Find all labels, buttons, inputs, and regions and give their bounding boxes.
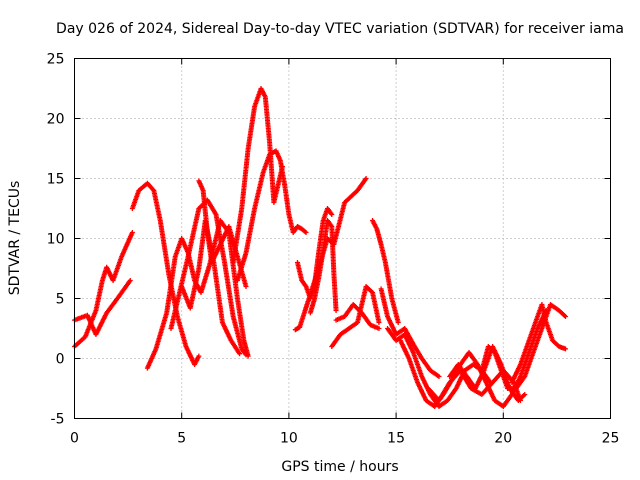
series-track-8 [230,86,285,265]
series-track-22 [479,302,568,391]
x-tick-label: 15 [387,431,405,447]
y-tick-label: 25 [47,52,65,68]
y-tick-label: 20 [47,112,65,128]
series-track-3 [129,180,202,367]
chart-title: Day 026 of 2024, Sidereal Day-to-day VTE… [56,21,624,37]
y-axis-label: SDTVAR / TECUs [7,181,23,296]
data-point [395,320,401,325]
y-tick-label: 10 [47,232,65,248]
series-track-4 [144,218,251,371]
data-point [436,374,442,379]
x-axis-label: GPS time / hours [281,459,398,475]
data-point [329,212,335,217]
x-tick-label: 5 [177,431,186,447]
series-track-5 [168,197,249,358]
data-points [72,86,568,409]
series-track-9 [234,148,288,283]
x-tick-label: 25 [602,431,620,447]
data-point [562,314,568,319]
x-tick-label: 10 [280,431,298,447]
data-point [237,351,243,357]
series-track-1 [72,230,135,349]
data-point [522,392,528,397]
series-track-12 [307,218,339,316]
data-point [243,284,249,289]
series-track-16 [370,218,401,325]
data-point [333,308,339,313]
data-point [562,346,568,352]
series-track-2 [72,278,133,337]
y-tick-label: 0 [56,352,65,368]
series-track-6 [179,218,243,357]
series-track-13 [292,176,369,333]
data-point [376,326,382,331]
data-point [129,230,135,235]
data-point [376,320,382,325]
y-tick-label: 15 [47,172,65,188]
data-point [363,176,369,181]
series-track-23 [509,302,568,385]
grid [74,58,611,419]
data-point [303,230,309,235]
axis-ticks: 0 5 10 15 20 25 -5 0 5 10 15 20 25 [47,52,620,447]
series-track-17 [378,286,442,379]
data-point [243,352,249,358]
data-point [127,278,133,283]
series-track-15 [329,284,382,349]
series-track-10 [282,182,309,235]
y-tick-label: -5 [51,412,65,428]
x-tick-label: 20 [494,431,512,447]
y-tick-label: 5 [56,292,65,308]
series-track-7 [196,178,249,289]
data-point [196,353,202,359]
x-tick-label: 0 [70,431,79,447]
